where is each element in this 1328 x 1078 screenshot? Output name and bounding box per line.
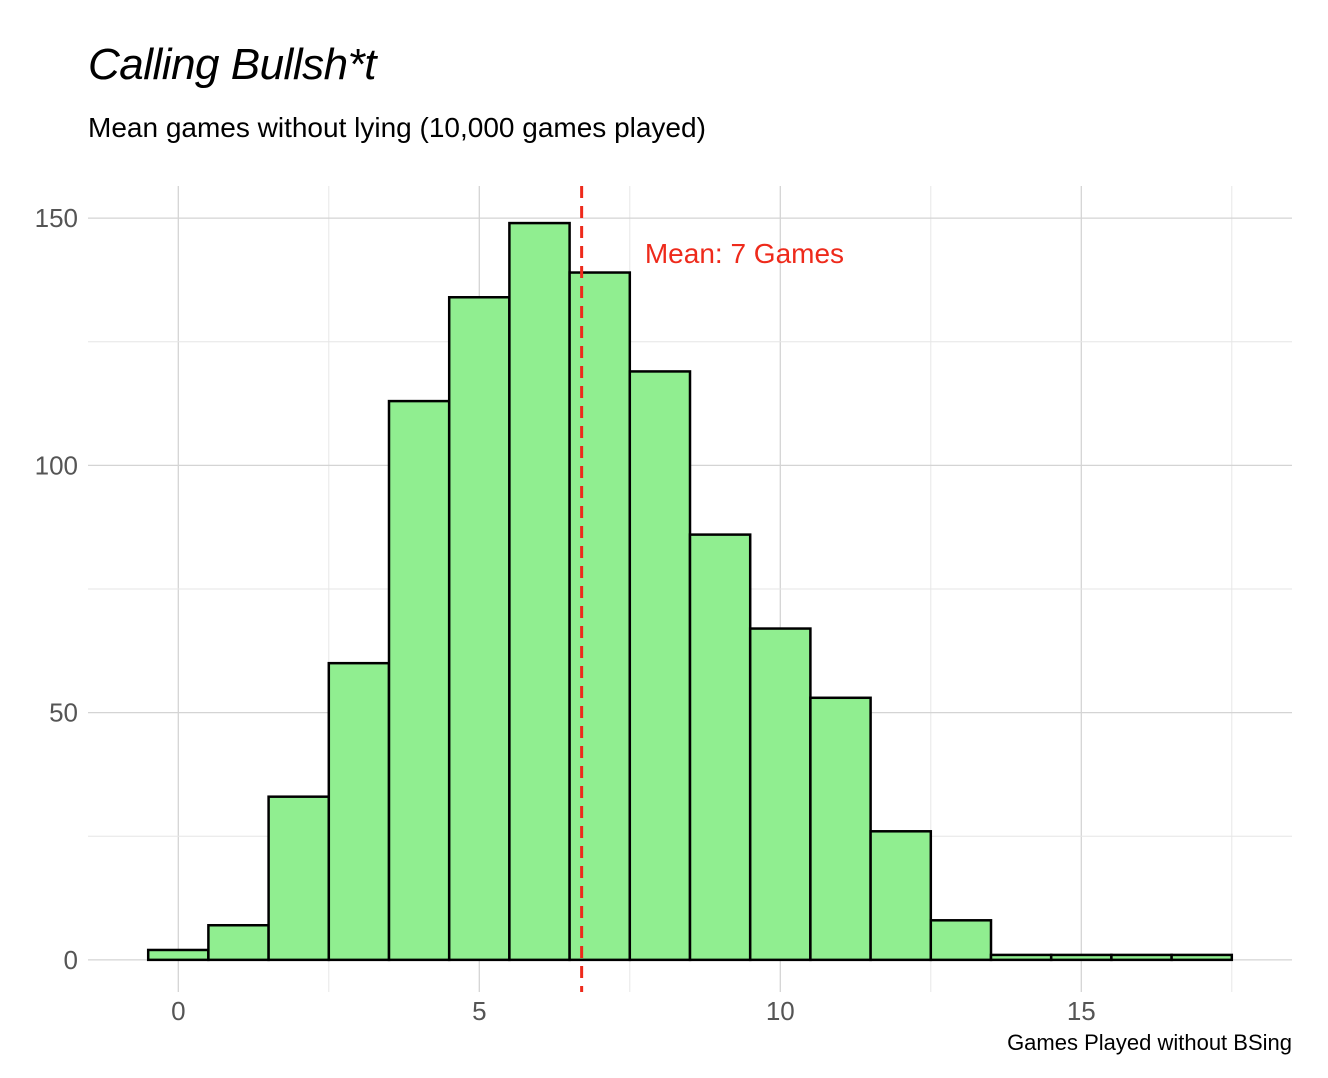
- y-tick-label: 0: [64, 945, 78, 975]
- histogram-bar: [568, 271, 632, 962]
- histogram-bar: [1049, 953, 1113, 962]
- x-tick-label: 5: [472, 996, 486, 1026]
- histogram-bar: [688, 533, 752, 962]
- histogram-bar: [327, 661, 391, 962]
- histogram-bar: [1110, 953, 1173, 962]
- x-tick-label: 0: [171, 996, 185, 1026]
- histogram-bar: [146, 948, 210, 962]
- chart-title: Calling Bullsh*t: [88, 40, 376, 89]
- x-axis-label: Games Played without BSing: [1007, 1030, 1292, 1055]
- x-tick-label: 15: [1067, 996, 1096, 1026]
- chart-subtitle: Mean games without lying (10,000 games p…: [88, 112, 706, 143]
- histogram-bar: [628, 370, 692, 962]
- histogram-bar: [387, 399, 451, 962]
- mean-annotation: Mean: 7 Games: [645, 238, 844, 269]
- y-tick-label: 150: [35, 203, 78, 233]
- histogram-bar: [869, 830, 933, 962]
- histogram-bar: [929, 919, 993, 962]
- histogram-bar: [447, 296, 511, 962]
- histogram-bar: [207, 923, 270, 962]
- x-tick-label: 10: [766, 996, 795, 1026]
- y-tick-label: 50: [49, 698, 78, 728]
- histogram-bars: [146, 221, 1234, 962]
- y-tick-label: 100: [35, 450, 78, 480]
- histogram-bar: [1170, 953, 1234, 962]
- histogram-bar: [508, 221, 571, 962]
- histogram-bar: [809, 696, 872, 962]
- histogram-bar: [989, 953, 1053, 962]
- histogram-bar: [267, 795, 331, 962]
- histogram-bar: [748, 627, 812, 962]
